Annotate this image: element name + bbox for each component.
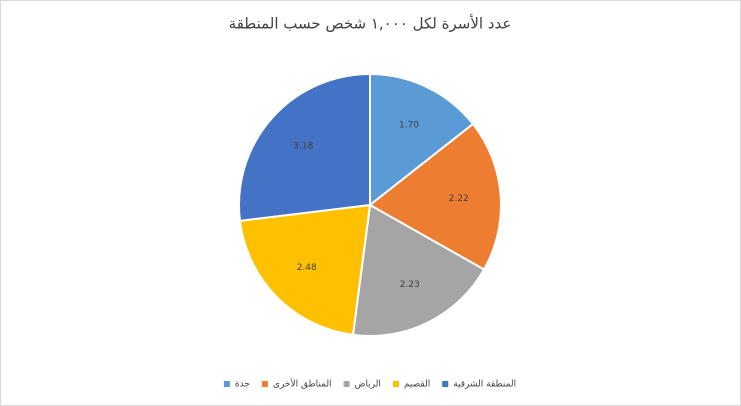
legend-label: جدة	[235, 380, 250, 390]
legend-label: القصيم	[404, 380, 430, 390]
legend-label: المنطقة الشرقية	[453, 380, 516, 390]
data-label: 3.18	[293, 141, 313, 151]
legend-swatch	[392, 381, 399, 387]
legend-swatch	[223, 381, 230, 387]
data-label: 2.23	[400, 280, 420, 290]
pie-slice	[368, 122, 502, 271]
data-label: 1.70	[399, 120, 419, 130]
legend-swatch	[343, 381, 350, 387]
legend-swatch	[261, 381, 268, 387]
legend-swatch	[442, 381, 449, 387]
pie-slice	[369, 72, 475, 208]
legend-label: المناطق الأخرى	[273, 378, 332, 390]
data-label: 2.48	[297, 263, 317, 273]
pie-slice	[238, 72, 371, 222]
pie-slice	[238, 203, 372, 337]
chart-title: عدد الأسرة لكل ١,٠٠٠ شخص حسب المنطقة	[229, 14, 512, 33]
pie-slice	[351, 203, 486, 337]
data-label: 2.22	[449, 194, 469, 204]
legend-label: الرياض	[355, 380, 381, 390]
